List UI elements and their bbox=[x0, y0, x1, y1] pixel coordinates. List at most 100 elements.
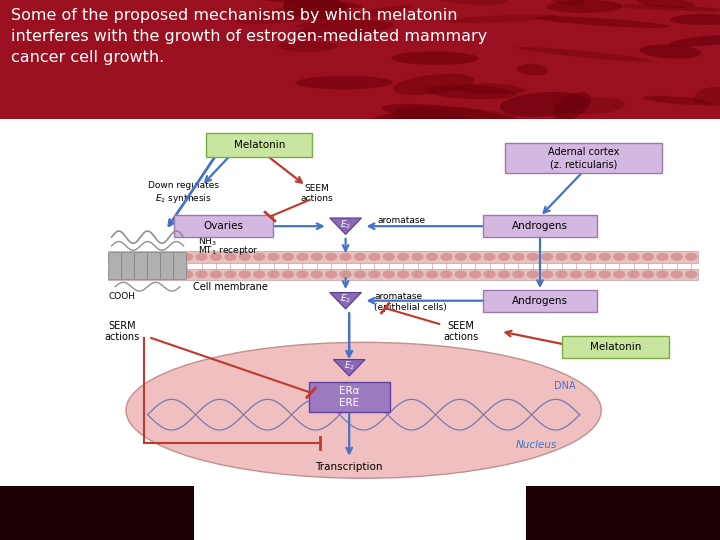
Circle shape bbox=[268, 254, 279, 260]
Text: SEEM
actions: SEEM actions bbox=[444, 321, 478, 342]
Circle shape bbox=[441, 271, 452, 278]
Ellipse shape bbox=[392, 51, 479, 65]
Circle shape bbox=[671, 254, 682, 260]
Circle shape bbox=[210, 271, 222, 278]
Circle shape bbox=[340, 254, 351, 260]
Ellipse shape bbox=[639, 44, 701, 58]
Circle shape bbox=[541, 271, 552, 278]
FancyBboxPatch shape bbox=[308, 382, 390, 413]
Ellipse shape bbox=[393, 73, 474, 95]
Ellipse shape bbox=[636, 0, 696, 8]
Circle shape bbox=[196, 271, 207, 278]
Ellipse shape bbox=[126, 342, 601, 478]
Circle shape bbox=[253, 271, 265, 278]
Circle shape bbox=[153, 254, 164, 260]
Circle shape bbox=[599, 271, 610, 278]
Circle shape bbox=[513, 254, 523, 260]
Ellipse shape bbox=[517, 64, 548, 76]
Circle shape bbox=[556, 254, 567, 260]
Circle shape bbox=[297, 254, 307, 260]
FancyBboxPatch shape bbox=[122, 253, 135, 280]
Ellipse shape bbox=[516, 47, 653, 62]
Circle shape bbox=[253, 254, 265, 260]
Circle shape bbox=[167, 271, 179, 278]
Circle shape bbox=[412, 254, 423, 260]
Circle shape bbox=[570, 271, 581, 278]
Text: Nucleus: Nucleus bbox=[516, 441, 557, 450]
Circle shape bbox=[311, 271, 322, 278]
Circle shape bbox=[369, 254, 380, 260]
Circle shape bbox=[355, 271, 365, 278]
FancyBboxPatch shape bbox=[505, 143, 662, 173]
Polygon shape bbox=[333, 360, 365, 376]
Circle shape bbox=[239, 271, 251, 278]
Ellipse shape bbox=[546, 0, 622, 13]
Ellipse shape bbox=[295, 76, 392, 90]
Ellipse shape bbox=[382, 104, 514, 125]
Ellipse shape bbox=[395, 106, 517, 122]
Circle shape bbox=[383, 254, 394, 260]
Circle shape bbox=[441, 254, 452, 260]
Circle shape bbox=[167, 254, 179, 260]
Circle shape bbox=[138, 254, 150, 260]
Text: SEEM
actions: SEEM actions bbox=[300, 184, 333, 203]
Bar bbox=[526, 486, 720, 540]
Circle shape bbox=[426, 271, 437, 278]
Text: Melatonin: Melatonin bbox=[590, 342, 642, 352]
Circle shape bbox=[282, 254, 293, 260]
Ellipse shape bbox=[283, 0, 347, 19]
Circle shape bbox=[225, 271, 236, 278]
Ellipse shape bbox=[643, 96, 712, 105]
Circle shape bbox=[153, 271, 164, 278]
Circle shape bbox=[109, 254, 121, 260]
Bar bbox=[108, 269, 698, 280]
Text: Transcription: Transcription bbox=[315, 462, 383, 472]
Circle shape bbox=[325, 254, 336, 260]
Circle shape bbox=[613, 254, 624, 260]
FancyBboxPatch shape bbox=[562, 336, 669, 357]
Circle shape bbox=[181, 271, 193, 278]
Circle shape bbox=[340, 271, 351, 278]
Circle shape bbox=[484, 271, 495, 278]
FancyBboxPatch shape bbox=[135, 253, 148, 280]
Circle shape bbox=[355, 254, 365, 260]
Ellipse shape bbox=[613, 4, 720, 11]
Circle shape bbox=[311, 254, 322, 260]
Circle shape bbox=[556, 271, 567, 278]
Text: (epithelial cells): (epithelial cells) bbox=[374, 303, 447, 312]
Circle shape bbox=[470, 254, 481, 260]
Text: Androgens: Androgens bbox=[512, 221, 568, 231]
Circle shape bbox=[397, 271, 409, 278]
Circle shape bbox=[325, 271, 336, 278]
Ellipse shape bbox=[246, 0, 363, 8]
Bar bbox=[108, 251, 698, 262]
Ellipse shape bbox=[554, 118, 589, 141]
Circle shape bbox=[455, 254, 466, 260]
Ellipse shape bbox=[294, 5, 414, 28]
Circle shape bbox=[181, 254, 193, 260]
Circle shape bbox=[642, 254, 653, 260]
Circle shape bbox=[498, 254, 509, 260]
Circle shape bbox=[642, 271, 653, 278]
FancyBboxPatch shape bbox=[483, 215, 597, 237]
Text: Melatonin: Melatonin bbox=[233, 140, 285, 150]
Circle shape bbox=[397, 254, 409, 260]
Ellipse shape bbox=[392, 108, 469, 125]
Circle shape bbox=[657, 271, 667, 278]
Text: Ovaries: Ovaries bbox=[203, 221, 243, 231]
Circle shape bbox=[671, 271, 682, 278]
Circle shape bbox=[628, 271, 639, 278]
Circle shape bbox=[484, 254, 495, 260]
Circle shape bbox=[685, 271, 696, 278]
Circle shape bbox=[657, 254, 667, 260]
Ellipse shape bbox=[419, 0, 507, 5]
Text: Cell membrane: Cell membrane bbox=[193, 282, 268, 292]
Circle shape bbox=[138, 271, 150, 278]
Text: MT$_1$ receptor: MT$_1$ receptor bbox=[198, 244, 258, 257]
Ellipse shape bbox=[294, 20, 394, 38]
Circle shape bbox=[527, 271, 538, 278]
Ellipse shape bbox=[455, 84, 526, 95]
Text: Down regulates
$E_2$ synthesis: Down regulates $E_2$ synthesis bbox=[148, 181, 219, 205]
Ellipse shape bbox=[554, 97, 625, 114]
Circle shape bbox=[412, 271, 423, 278]
